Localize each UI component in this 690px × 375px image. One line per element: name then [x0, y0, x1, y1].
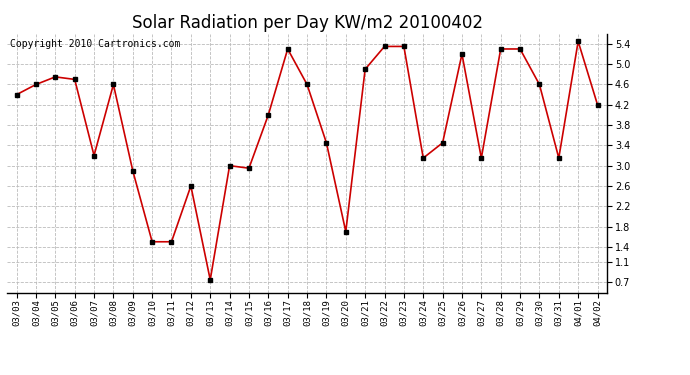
Title: Solar Radiation per Day KW/m2 20100402: Solar Radiation per Day KW/m2 20100402 — [132, 14, 482, 32]
Text: Copyright 2010 Cartronics.com: Copyright 2010 Cartronics.com — [10, 39, 180, 49]
